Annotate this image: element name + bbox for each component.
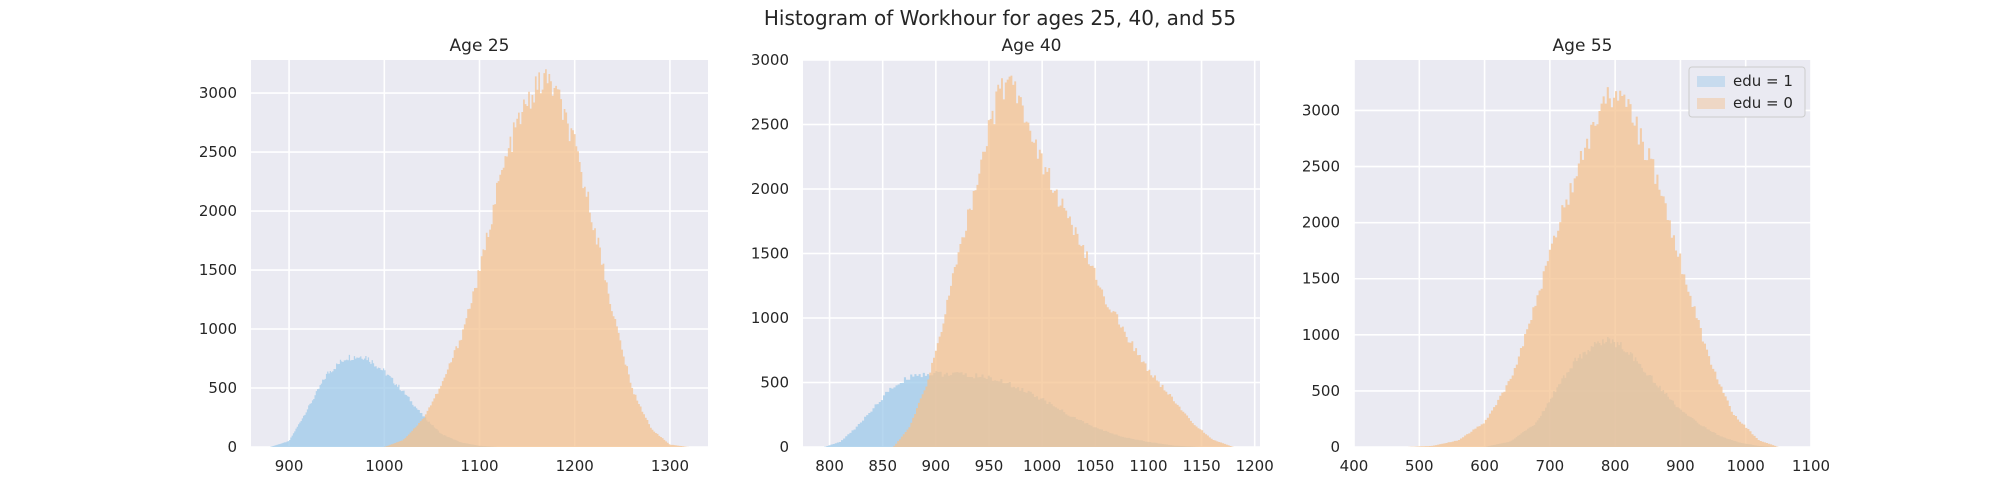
y-tick-label: 500 [1311,382,1340,400]
y-tick-label: 3000 [751,51,789,69]
histogram-series-edu-0 [384,69,689,447]
x-tick-label: 1200 [1236,457,1274,475]
legend-label: edu = 1 [1733,72,1793,90]
y-tick-label: 500 [208,379,237,397]
legend-label: edu = 0 [1733,94,1793,112]
y-tick-label: 3000 [1302,101,1340,119]
x-tick-label: 1200 [556,457,594,475]
y-tick-label: 1000 [199,320,237,338]
x-tick-label: 900 [922,457,951,475]
legend-swatch [1697,98,1725,109]
legend-frame [1688,66,1806,118]
histogram-series-edu-1 [270,354,499,447]
y-tick-label: 500 [760,374,789,392]
y-tick-label: 2500 [751,116,789,134]
y-tick-label: 0 [227,438,237,456]
x-tick-label: 1150 [1182,457,1220,475]
panel-2: 800 850 900 950 1000 1050 1100 1150 1200 0 500 1000… [751,36,1274,475]
y-tick-label: 2000 [199,202,237,220]
x-tick-label: 1050 [1076,457,1114,475]
y-tick-label: 2000 [1302,214,1340,232]
x-tick-label: 1100 [1792,457,1830,475]
y-tick-label: 2000 [751,180,789,198]
figure-title: Histogram of Workhour for ages 25, 40, a… [763,6,1237,30]
legend-swatch [1697,76,1725,87]
x-tick-label: 800 [1601,457,1630,475]
panel-3: 400 500 600 700 800 900 1000 1100 0 500 1000 1500 20… [1302,36,1830,475]
x-tick-label: 600 [1470,457,1499,475]
x-tick-label: 500 [1405,457,1434,475]
histogram-series-edu-0 [1406,87,1779,447]
y-tick-label: 1500 [199,261,237,279]
x-tick-label: 1000 [1727,457,1765,475]
y-tick-label: 3000 [199,84,237,102]
panel-title: Age 55 [1553,36,1613,56]
x-tick-label: 1000 [1023,457,1061,475]
y-tick-label: 2500 [199,143,237,161]
x-tick-label: 900 [275,457,304,475]
x-tick-label: 900 [1666,457,1695,475]
y-tick-label: 2500 [1302,158,1340,176]
x-tick-label: 850 [868,457,897,475]
panel-title: Age 40 [1002,36,1062,56]
y-tick-label: 1000 [751,309,789,327]
x-tick-label: 1300 [651,457,689,475]
panel-title: Age 25 [450,36,510,56]
y-tick-label: 1000 [1302,326,1340,344]
x-tick-label: 1100 [1129,457,1167,475]
y-tick-label: 1500 [1302,270,1340,288]
y-tick-label: 0 [779,438,789,456]
x-tick-label: 800 [815,457,844,475]
x-tick-label: 1100 [460,457,498,475]
x-tick-label: 400 [1340,457,1369,475]
histogram-series-edu-0 [893,75,1234,448]
x-tick-label: 1000 [365,457,403,475]
y-tick-label: 0 [1330,438,1340,456]
x-tick-label: 700 [1536,457,1565,475]
y-tick-label: 1500 [751,245,789,263]
legend: edu = 1 edu = 0 [1688,66,1806,118]
x-tick-label: 950 [975,457,1004,475]
panel-1: 900 1000 1100 1200 1300 0 500 1000 1500 2000 2500 3… [199,36,708,475]
